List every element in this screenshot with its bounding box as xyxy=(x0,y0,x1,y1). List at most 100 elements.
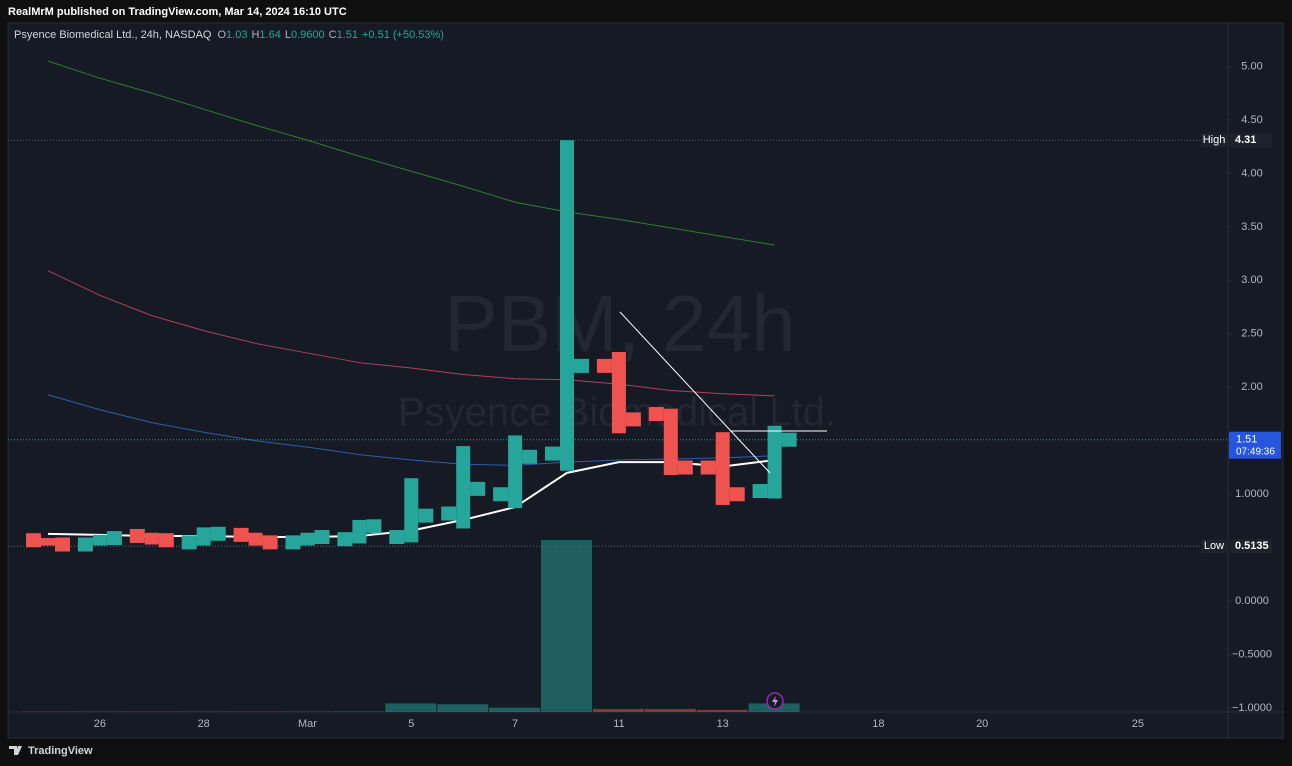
bar-range xyxy=(715,432,730,505)
legend-change: +0.51 (+50.53%) xyxy=(362,29,444,41)
bar-range xyxy=(300,532,315,546)
legend-label: H xyxy=(251,29,259,41)
bar-open xyxy=(129,528,145,543)
bar-close xyxy=(470,481,486,496)
x-tick-label: 20 xyxy=(976,718,988,730)
bar-range xyxy=(663,408,678,475)
bar-open xyxy=(700,460,716,475)
bar-close xyxy=(366,519,382,534)
x-tick-label: Mar xyxy=(298,718,317,730)
legend-value: 0.9600 xyxy=(291,29,325,41)
x-tick-label: 18 xyxy=(872,718,884,730)
legend-label: C xyxy=(329,29,337,41)
bar-close xyxy=(262,535,278,550)
bar-close xyxy=(55,537,70,552)
legend-label: L xyxy=(285,29,291,41)
x-tick-label: 5 xyxy=(408,718,414,730)
bar-open xyxy=(493,487,509,502)
marker-value-bg xyxy=(1230,539,1272,554)
x-tick-label: 13 xyxy=(717,718,729,730)
legend: Psyence Biomedical Ltd., 24h, NASDAQ O1.0… xyxy=(14,29,444,41)
legend-value: 1.03 xyxy=(226,29,247,41)
x-tick-label: 11 xyxy=(613,718,624,730)
volume-bar xyxy=(333,711,385,712)
bar-open xyxy=(545,446,560,461)
bar-open xyxy=(337,532,353,547)
bar-range xyxy=(144,532,159,545)
chart-pane xyxy=(7,22,1284,739)
x-tick-label: 25 xyxy=(1132,718,1144,730)
y-tick-label: 3.00 xyxy=(1241,274,1262,286)
moving-average-line xyxy=(47,394,775,466)
bar-open xyxy=(441,506,457,521)
volume-bar xyxy=(541,540,592,712)
trend-line-drawing xyxy=(619,311,771,474)
bar-range xyxy=(248,532,263,546)
bar-range xyxy=(560,140,574,471)
volume-bar xyxy=(696,709,748,712)
bar-range xyxy=(508,435,523,509)
bar-close xyxy=(729,487,745,502)
volume-bar xyxy=(437,704,489,712)
bar-range xyxy=(456,446,471,529)
footer-brand: TradingView xyxy=(28,745,93,757)
y-tick-label: −0.5000 xyxy=(1232,649,1272,661)
y-tick-label: 5.00 xyxy=(1241,60,1262,72)
legend-label: O xyxy=(217,29,226,41)
bar-close xyxy=(314,530,330,545)
bar-range xyxy=(767,425,782,499)
marker-tag: High xyxy=(1203,134,1226,146)
y-tick-label: 0.0000 xyxy=(1235,595,1269,607)
legend-value: 1.51 xyxy=(337,29,358,41)
bar-range xyxy=(352,519,367,544)
plot xyxy=(8,60,1228,712)
bar-close xyxy=(522,449,538,464)
last-price-countdown: 07:49:36 xyxy=(1236,446,1275,457)
moving-average-line xyxy=(47,270,775,397)
volume-bar xyxy=(489,707,541,712)
y-tick-label: 2.00 xyxy=(1241,381,1262,393)
bar-close xyxy=(418,508,434,523)
marker-value: 4.31 xyxy=(1235,134,1256,146)
bar-close xyxy=(210,526,226,541)
bar-range xyxy=(404,478,419,543)
legend-symbol: Psyence Biomedical Ltd., 24h, NASDAQ xyxy=(14,29,212,41)
header-title: RealMrM published on TradingView.com, Ma… xyxy=(8,6,347,18)
bar-close xyxy=(677,460,693,475)
bar-close xyxy=(158,533,174,548)
marker-tag: Low xyxy=(1204,540,1224,552)
bar-open xyxy=(285,535,301,550)
bar-range xyxy=(611,351,626,434)
event-icon-glyph xyxy=(772,696,778,707)
bar-close xyxy=(106,531,122,546)
bar-range xyxy=(92,534,107,546)
y-tick-label: 4.50 xyxy=(1241,114,1262,126)
bar-close xyxy=(625,412,641,427)
last-price: 1.51 xyxy=(1236,434,1257,446)
moving-average-line xyxy=(47,60,775,246)
y-tick-label: 1.0000 xyxy=(1235,488,1269,500)
marker-value-bg xyxy=(1230,133,1272,148)
bar-open xyxy=(648,407,664,422)
bar-open xyxy=(596,358,612,373)
bar-range xyxy=(41,538,55,546)
bar-open xyxy=(752,484,768,499)
marker-value: 0.5135 xyxy=(1235,540,1269,552)
y-tick-label: 3.50 xyxy=(1241,221,1262,233)
y-tick-label: 2.50 xyxy=(1241,328,1262,340)
marker-tag-bg xyxy=(1201,133,1228,148)
bar-open xyxy=(26,533,41,548)
x-tick-label: 28 xyxy=(198,718,210,730)
volume-bar xyxy=(385,703,437,712)
bar-open xyxy=(77,537,93,552)
bar-close xyxy=(574,358,589,373)
y-tick-label: −1.0000 xyxy=(1232,702,1272,714)
marker-tag-bg xyxy=(1201,539,1228,554)
legend-value: 1.64 xyxy=(259,29,280,41)
x-tick-label: 26 xyxy=(94,718,106,730)
bar-close xyxy=(781,432,797,447)
bar-open xyxy=(181,535,197,550)
bar-open xyxy=(233,527,249,542)
